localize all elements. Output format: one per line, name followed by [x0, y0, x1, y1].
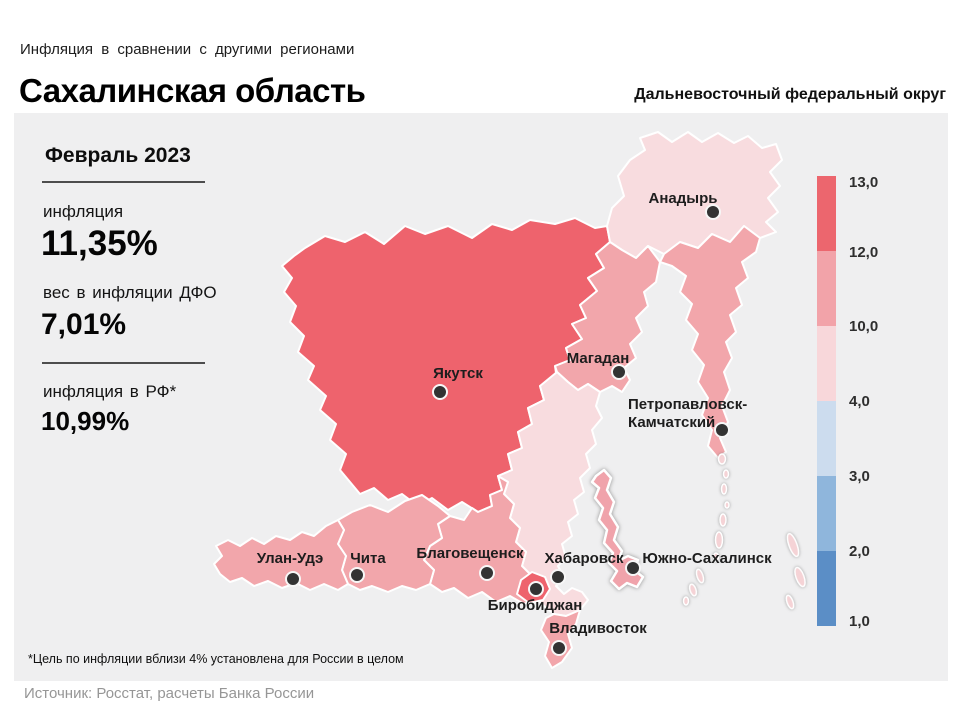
city-dot-blagoveshchensk	[479, 565, 495, 581]
page-title: Сахалинская область	[19, 72, 366, 109]
city-dot-yakutsk	[432, 384, 448, 400]
city-dot-magadan	[611, 364, 627, 380]
city-label-yuzhno-sakhalinsk: Южно-Сахалинск	[642, 550, 772, 567]
city-dot-birobidzhan	[528, 581, 544, 597]
legend-segment-3-2	[817, 476, 836, 551]
district-title: Дальневосточный федеральный округ	[634, 86, 946, 103]
period-label: Февраль 2023	[45, 144, 191, 167]
city-label-ulan-ude: Улан-Удэ	[257, 550, 324, 567]
legend-tick-1: 1,0	[849, 613, 870, 630]
city-dot-petropavlovsk	[714, 422, 730, 438]
city-dot-khabarovsk	[550, 569, 566, 585]
inflation-value: 11,35%	[41, 224, 158, 263]
inflation-label: инфляция	[43, 202, 124, 221]
kicker-text: Инфляция в сравнении с другими регионами	[20, 41, 355, 58]
city-label-birobidzhan: Биробиджан	[488, 597, 583, 614]
region-kamchatka	[659, 225, 761, 459]
city-label-vladivostok: Владивосток	[549, 620, 647, 637]
divider	[42, 181, 205, 183]
legend-segment-4-3	[817, 401, 836, 476]
legend-segment-10-4	[817, 326, 836, 401]
city-label-khabarovsk: Хабаровск	[545, 550, 624, 567]
city-label-yakutsk: Якутск	[433, 365, 483, 382]
city-dots	[285, 204, 730, 656]
city-label-magadan: Магадан	[567, 350, 630, 367]
city-labels: Анадырь Якутск Магадан Петропавловск- Ка…	[257, 190, 772, 637]
legend-tick-13: 13,0	[849, 174, 878, 191]
weight-label: вес в инфляции ДФО	[43, 283, 217, 302]
rf-inflation-label: инфляция в РФ*	[43, 382, 177, 401]
region-primorye	[540, 609, 581, 669]
city-dot-yuzhno-sakhalinsk	[625, 560, 641, 576]
city-dot-chita	[349, 567, 365, 583]
divider	[42, 362, 205, 364]
legend-segment-2-1	[817, 551, 836, 626]
city-label-petropavlovsk-line1: Петропавловск-	[628, 396, 747, 413]
region-khabarovsk	[497, 371, 603, 617]
legend-tick-10: 10,0	[849, 318, 878, 335]
city-dot-ulan-ude	[285, 571, 301, 587]
city-label-blagoveshchensk: Благовещенск	[416, 545, 524, 562]
legend-tick-3: 3,0	[849, 468, 870, 485]
legend-tick-4: 4,0	[849, 393, 870, 410]
region-buryatia	[213, 519, 349, 591]
kuril-islands	[682, 453, 806, 610]
city-dot-vladivostok	[551, 640, 567, 656]
footnote: *Цель по инфляции вблизи 4% установлена …	[28, 652, 404, 666]
rf-inflation-value: 10,99%	[41, 406, 130, 436]
city-dot-anadyr	[705, 204, 721, 220]
region-magadan	[554, 241, 661, 393]
region-sakhalin-island	[590, 468, 645, 591]
city-label-chita: Чита	[350, 550, 386, 567]
color-scale-legend: 13,0 12,0 10,0 4,0 3,0 2,0 1,0	[817, 174, 878, 630]
legend-tick-12: 12,0	[849, 244, 878, 261]
city-label-petropavlovsk-line2: Камчатский	[628, 414, 715, 431]
weight-value: 7,01%	[41, 308, 127, 341]
legend-tick-2: 2,0	[849, 543, 870, 560]
source-line: Источник: Росстат, расчеты Банка России	[24, 685, 315, 702]
legend-segment-13-12	[817, 176, 836, 251]
city-label-anadyr: Анадырь	[649, 190, 718, 207]
legend-segment-12-10	[817, 251, 836, 326]
